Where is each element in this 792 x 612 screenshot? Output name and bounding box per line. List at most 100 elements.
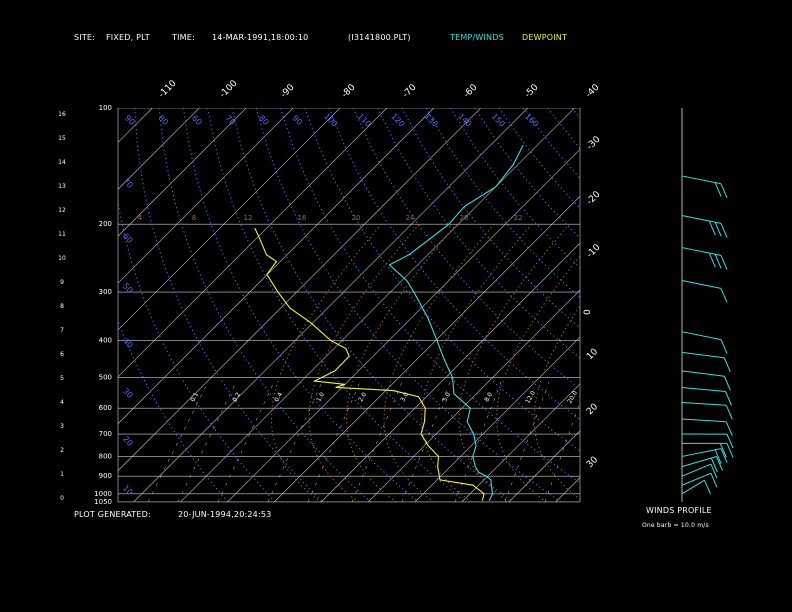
wind-barb-flag (720, 288, 728, 303)
dewpoint-profile-point (439, 479, 441, 481)
dewpoint-profile-point (420, 433, 422, 435)
dry-adiabat-line (255, 108, 562, 502)
wind-barb-flag (710, 473, 718, 488)
wind-barb-flag (710, 463, 718, 479)
isotherm-line (0, 108, 59, 502)
isotherm-label: -100 (218, 78, 240, 100)
temperature-profile-point (443, 359, 445, 361)
dry-adiabat-label: 160 (523, 112, 540, 129)
wind-barb-shaft (681, 448, 722, 457)
mixing-ratio-label: 12.0 (524, 390, 537, 405)
isotherm-line (414, 336, 580, 502)
moist-adiabat-label: 28 (460, 214, 469, 222)
wind-barb-flag (714, 254, 722, 269)
dry-adiabat-label: 90 (290, 113, 304, 127)
mixing-ratio-line (267, 381, 323, 502)
isotherm-line (133, 108, 528, 502)
wind-barb-flag (720, 255, 728, 270)
moist-adiabat-line (383, 223, 495, 502)
wind-barb-flag (726, 443, 734, 458)
isotherm-label: -20 (585, 189, 603, 207)
mixing-ratio-label: 0.1 (189, 391, 200, 403)
mixing-ratio-line (504, 381, 550, 502)
dry-adiabat-line (158, 108, 371, 502)
wind-barb-flag (725, 421, 733, 436)
winds-profile-title: WINDS PROFILE (646, 506, 712, 515)
dry-adiabat-label: 120 (389, 112, 406, 129)
dewpoint-profile-point (344, 383, 346, 385)
isotherm-label: 0 (583, 309, 593, 315)
dewpoint-profile-point (392, 390, 394, 392)
dewpoint-profile-point (266, 254, 267, 256)
isotherm-label: -50 (523, 82, 541, 100)
dewpoint-profile-point (310, 322, 312, 324)
mixing-ratio-label: 0.4 (273, 391, 284, 403)
dry-adiabat-label: 30 (121, 386, 135, 400)
temperature-profile-point (488, 499, 490, 501)
dry-adiabat-line (425, 108, 580, 299)
isotherm-line (555, 477, 580, 502)
mixing-ratio-label: 8.0 (483, 391, 494, 403)
temperature-profile-point (453, 393, 455, 395)
dry-adiabat-label: 60 (121, 231, 135, 245)
dewpoint-profile-point (424, 407, 426, 409)
dewpoint-profile-point (330, 339, 331, 341)
winds-barb-note: One barb = 10.0 m/s (642, 522, 709, 529)
wind-barb-flag (726, 433, 734, 449)
height-tick-label: 12 (58, 207, 66, 214)
dry-adiabat-line (474, 108, 580, 239)
isotherm-line (118, 108, 434, 425)
wind-barb-flag (714, 222, 722, 237)
height-tick-label: 13 (58, 183, 66, 190)
dewpoint-profile-point (335, 386, 337, 388)
moist-adiabat-label: 4 (138, 214, 143, 222)
temperature-profile-point (475, 445, 477, 447)
dry-adiabat-line (207, 108, 466, 502)
isotherm-label: 10 (585, 347, 600, 362)
wind-barb-shaft (681, 402, 727, 406)
plot-generated-value: 20-JUN-1994,20:24:53 (178, 510, 272, 519)
height-tick-label: 16 (58, 111, 66, 118)
dry-adiabat-label: 70 (223, 113, 237, 127)
temperature-profile-point (463, 206, 465, 207)
file-name: (I3141800.PLT) (348, 33, 411, 42)
temperature-profile-point (495, 186, 497, 188)
wind-barb-flag (725, 391, 732, 406)
dry-adiabat-line (522, 108, 580, 180)
height-tick-label: 10 (58, 255, 66, 262)
moist-adiabat-line (308, 223, 420, 502)
legend-temp: TEMP/WINDS (450, 33, 504, 42)
dewpoint-profile-point (481, 499, 483, 501)
mixing-ratio-line (307, 381, 361, 502)
dry-adiabat-line (449, 108, 580, 269)
isotherm-line (118, 108, 481, 472)
isotherm-label: -80 (340, 82, 358, 100)
isotherm-line (118, 108, 294, 284)
dewpoint-profile-point (345, 348, 347, 349)
temperature-profile-point (408, 254, 410, 256)
height-tick-label: 7 (60, 327, 64, 334)
wind-barb-flag (714, 449, 722, 464)
dewpoint-profile-point (277, 291, 279, 293)
pressure-label: 800 (99, 452, 112, 460)
wind-barb-shaft (681, 215, 722, 224)
height-tick-label: 11 (58, 231, 66, 238)
wind-barb-flag (714, 182, 722, 197)
height-tick-label: 14 (58, 159, 66, 166)
dry-adiabat-line (717, 108, 792, 502)
height-tick-label: 4 (60, 399, 64, 406)
isotherm-line (274, 195, 580, 502)
mixing-ratio-line (544, 401, 580, 502)
temperature-profile (388, 145, 524, 501)
wind-barb-shaft (681, 331, 722, 341)
dry-adiabat-label: 10 (121, 483, 135, 497)
height-tick-label: 6 (60, 351, 64, 358)
isotherm-line (118, 108, 388, 378)
wind-barb-shaft (681, 175, 722, 185)
isotherm-line (180, 108, 575, 502)
wind-barb-shaft (681, 247, 722, 256)
temperature-profile-point (413, 291, 415, 293)
isotherm-label: 20 (585, 402, 600, 417)
wind-barb-flag (716, 456, 723, 471)
mixing-ratio-label: 3.0 (399, 391, 410, 403)
